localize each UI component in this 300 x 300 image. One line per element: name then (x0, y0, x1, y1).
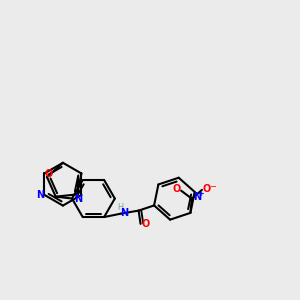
Text: O: O (172, 184, 181, 194)
Text: O: O (44, 169, 52, 178)
Text: O: O (202, 184, 211, 194)
Text: O: O (142, 219, 150, 229)
Text: N: N (74, 194, 83, 204)
Text: −: − (209, 182, 216, 191)
Text: N: N (193, 193, 201, 202)
Text: N: N (37, 190, 45, 200)
Text: +: + (198, 191, 203, 197)
Text: H: H (117, 202, 124, 211)
Text: N: N (120, 208, 128, 218)
